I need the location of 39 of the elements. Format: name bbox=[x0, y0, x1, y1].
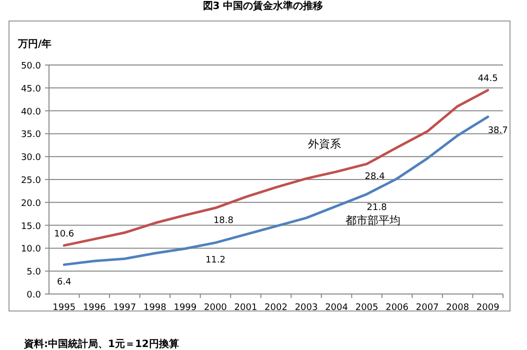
x-tick-label: 2002 bbox=[264, 303, 288, 313]
text: 資料:中国統計局、1元＝12円換算 bbox=[23, 338, 179, 350]
data-label: 38.7 bbox=[488, 126, 508, 136]
x-tick-label: 2000 bbox=[204, 303, 228, 313]
data-label: 11.2 bbox=[205, 256, 226, 266]
x-tick-label: 2009 bbox=[476, 303, 500, 313]
x-tick-label: 1995 bbox=[52, 303, 76, 313]
x-tick-label: 1998 bbox=[143, 303, 167, 313]
y-tick-label: 45.0 bbox=[20, 84, 42, 94]
chart-title: 図3 中国の賃金水準の推移 bbox=[202, 0, 324, 12]
series-label: 外資系 bbox=[308, 138, 341, 151]
y-tick-label: 50.0 bbox=[20, 62, 42, 72]
x-tick-label: 2001 bbox=[234, 303, 258, 313]
y-axis-title: 万円/年 bbox=[17, 38, 52, 50]
data-label: 21.8 bbox=[366, 203, 388, 214]
x-tick-label: 1997 bbox=[113, 303, 136, 313]
x-tick-label: 2006 bbox=[386, 303, 409, 313]
y-tick-label: 30.0 bbox=[20, 153, 42, 164]
y-tick-label: 40.0 bbox=[20, 107, 42, 118]
x-tick-label: 2005 bbox=[355, 303, 378, 313]
x-tick-label: 1999 bbox=[174, 303, 197, 313]
y-tick-label: 25.0 bbox=[20, 176, 42, 186]
y-tick-label: 35.0 bbox=[20, 130, 42, 140]
y-tick-label: 5.0 bbox=[26, 268, 42, 278]
data-label: 44.5 bbox=[478, 74, 498, 84]
x-tick-label: 1996 bbox=[82, 303, 106, 313]
x-tick-label: 2007 bbox=[416, 303, 439, 313]
data-label: 6.4 bbox=[56, 278, 72, 288]
y-tick-label: 15.0 bbox=[20, 222, 42, 232]
series-label: 都市部平均 bbox=[345, 214, 400, 228]
data-label: 18.8 bbox=[213, 216, 234, 226]
data-label: 10.6 bbox=[54, 229, 74, 240]
y-tick-label: 0.0 bbox=[26, 290, 42, 300]
x-tick-label: 2003 bbox=[294, 303, 318, 313]
x-tick-label: 2008 bbox=[446, 303, 470, 313]
x-tick-label: 2004 bbox=[325, 303, 348, 313]
y-tick-label: 10.0 bbox=[20, 244, 42, 255]
data-label: 28.4 bbox=[364, 172, 386, 182]
y-tick-label: 20.0 bbox=[20, 198, 42, 209]
